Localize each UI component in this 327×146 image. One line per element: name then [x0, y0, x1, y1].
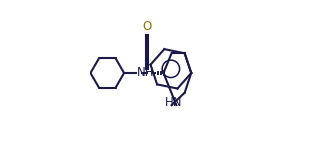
Text: HN: HN: [165, 96, 182, 110]
Text: NH: NH: [137, 66, 154, 80]
Text: O: O: [142, 20, 151, 33]
